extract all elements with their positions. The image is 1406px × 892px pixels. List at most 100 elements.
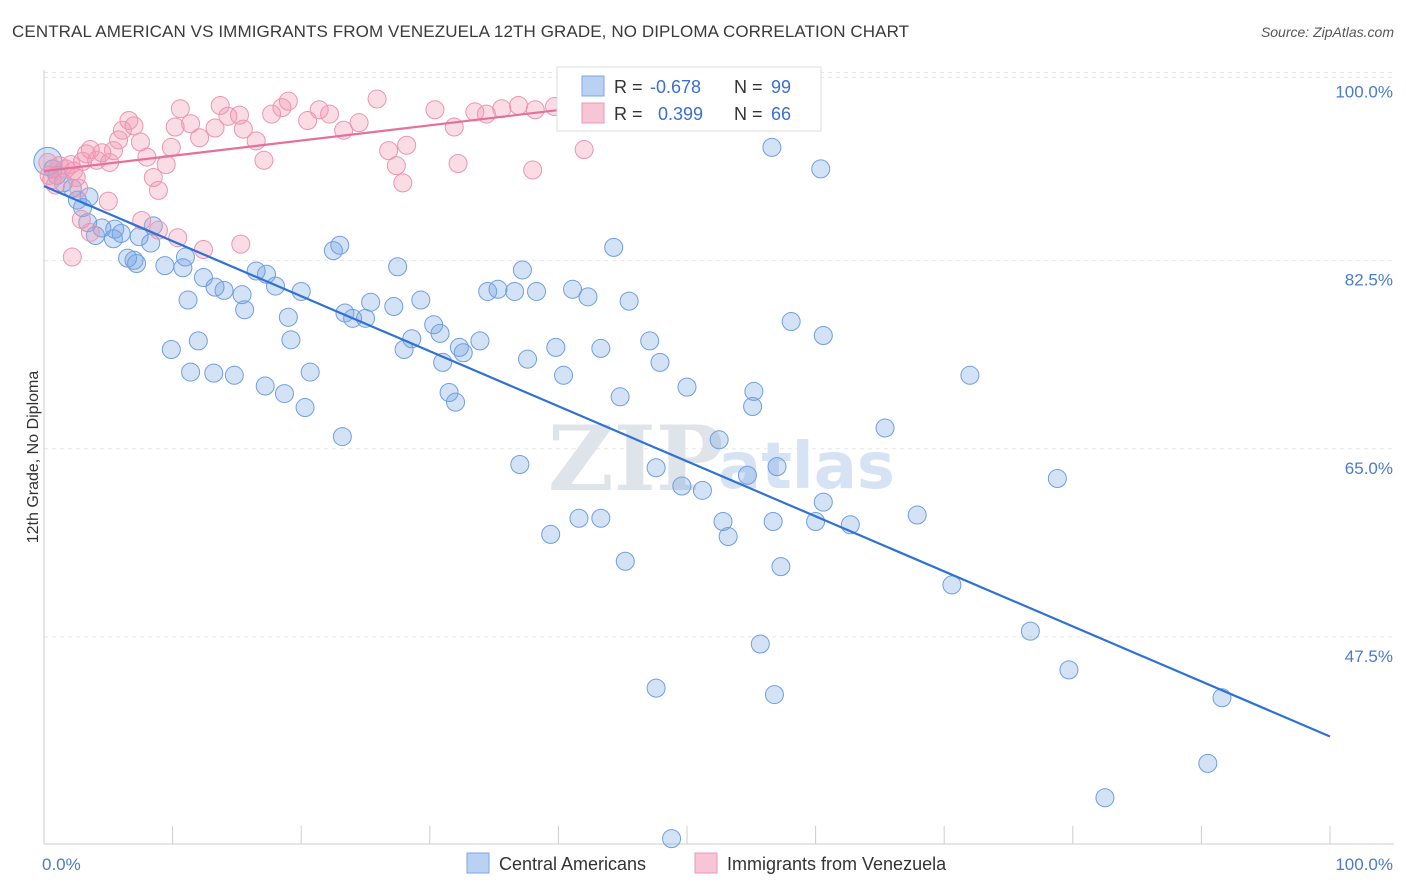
point-central-americans [278,307,298,327]
point-central-americans [111,223,131,243]
point-central-americans [1212,688,1232,708]
chart-source: Source: ZipAtlas.com [1260,24,1394,40]
x-tick-label: 100.0% [1335,855,1393,874]
point-central-americans [709,430,729,450]
stats-n-value-pink: 66 [771,104,791,124]
point-immigrants-from-venezuela [92,143,112,163]
axes [43,70,1394,845]
point-central-americans [127,254,147,273]
stats-r-label-blue: R = [614,77,643,97]
point-immigrants-from-venezuela [254,150,274,170]
point-central-americans [446,392,466,412]
bottom-legend: Central Americans Immigrants from Venezu… [466,852,947,874]
stats-n-label-pink: N = [734,104,763,124]
point-immigrants-from-venezuela [109,130,129,150]
point-immigrants-from-venezuela [205,118,225,138]
point-immigrants-from-venezuela [278,91,298,111]
point-central-americans [430,323,450,343]
point-immigrants-from-venezuela [386,156,406,176]
point-immigrants-from-venezuela [80,222,100,242]
point-immigrants-from-venezuela [148,220,168,240]
legend-swatch-central-americans [466,852,490,874]
point-central-americans [718,527,738,547]
point-central-americans [806,512,826,531]
point-central-americans [232,285,252,305]
point-central-americans [281,330,301,350]
point-central-americans [1020,621,1040,641]
point-central-americans [763,512,783,531]
point-central-americans [762,137,782,157]
point-immigrants-from-venezuela [262,104,282,124]
point-central-americans [518,349,538,369]
point-central-americans [1198,753,1218,773]
point-immigrants-from-venezuela [425,100,445,120]
legend-label-central-americans: Central Americans [499,854,646,874]
point-central-americans [181,362,201,382]
point-central-americans [155,256,175,276]
point-central-americans [767,457,787,477]
point-central-americans [235,300,255,320]
legend-swatch-immigrants-from-venezuela [694,852,718,874]
stats-r-value-blue: -0.678 [650,77,701,97]
point-immigrants-from-venezuela [574,140,594,160]
point-central-americans [411,290,431,310]
x-tick-labels: 0.0% 100.0% [42,855,1393,874]
point-central-americans [646,678,666,698]
point-immigrants-from-venezuela [69,178,89,198]
watermark: ZIP atlas [548,406,895,512]
point-immigrants-from-venezuela [379,141,399,161]
trend-line-central-americans [43,185,1331,738]
point-immigrants-from-venezuela [103,141,123,161]
point-immigrants-from-venezuela [509,95,529,115]
point-central-americans [615,551,635,571]
point-central-americans [1059,660,1079,680]
stats-swatch-pink [581,102,605,124]
point-central-americans [1095,788,1115,808]
point-central-americans [554,365,574,385]
series-central-americans [33,137,1232,849]
point-central-americans [569,508,589,528]
point-central-americans [161,340,181,359]
point-immigrants-from-venezuela [112,120,132,140]
point-central-americans [505,281,525,301]
y-tick-label: 65.0% [1345,459,1393,478]
point-immigrants-from-venezuela [148,180,168,200]
point-central-americans [1047,469,1067,488]
point-immigrants-from-venezuela [170,99,190,119]
point-central-americans [604,237,624,257]
point-central-americans [771,557,791,577]
y-tick-labels: 100.0% 82.5% 65.0% 47.5% [1335,83,1393,666]
point-immigrants-from-venezuela [62,247,82,267]
point-immigrants-from-venezuela [161,137,181,157]
point-central-americans [907,505,927,525]
point-central-americans [361,292,381,312]
y-tick-label: 47.5% [1345,647,1393,666]
y-tick-label: 100.0% [1335,83,1393,102]
grid-lines [44,72,1394,638]
chart-title: CENTRAL AMERICAN VS IMMIGRANTS FROM VENE… [12,22,910,41]
point-immigrants-from-venezuela [80,140,100,160]
point-central-americans [453,343,473,363]
point-immigrants-from-venezuela [71,209,91,229]
point-central-americans [875,418,895,438]
point-central-americans [650,352,670,372]
point-central-americans [578,287,598,307]
point-immigrants-from-venezuela [98,191,118,211]
point-immigrants-from-venezuela [525,100,545,120]
point-central-americans [662,829,682,849]
point-immigrants-from-venezuela [124,116,144,136]
point-central-americans [224,365,244,385]
y-tick-label: 82.5% [1345,271,1393,290]
point-central-americans [764,685,784,705]
point-central-americans [619,291,639,311]
point-central-americans [744,381,764,401]
point-central-americans [214,280,234,300]
point-immigrants-from-venezuela [448,154,468,174]
point-immigrants-from-venezuela [119,111,139,131]
stats-r-label-pink: R = [614,104,643,124]
point-central-americans [323,241,343,261]
point-central-americans [204,363,224,383]
point-immigrants-from-venezuela [393,173,413,193]
series-immigrants-from-venezuela [38,85,594,267]
